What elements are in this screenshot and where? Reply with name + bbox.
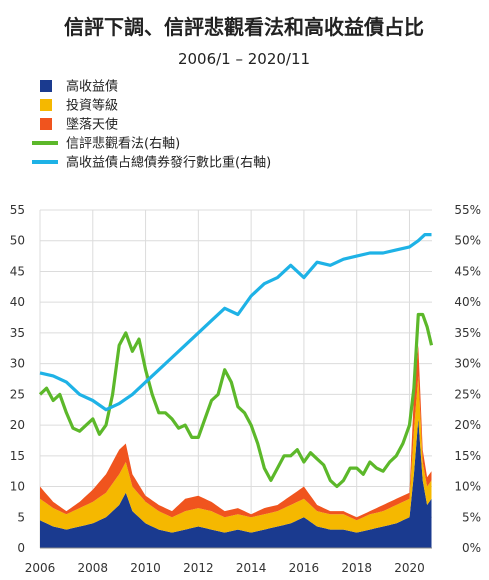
x-tick-label: 2018	[341, 561, 372, 575]
line-series-path	[39, 233, 432, 412]
y-right-tick-label: 30%	[454, 357, 481, 371]
legend-entry: 高收益債占總債券發行數比重(右軸)	[66, 155, 271, 171]
area-series	[40, 418, 432, 548]
y-right-tick-label: 50%	[454, 234, 481, 248]
x-tick-label: 2008	[78, 561, 109, 575]
grid	[39, 209, 432, 549]
y-right-tick-label: 0%	[462, 541, 481, 555]
y-left-tick-label: 5	[17, 510, 25, 524]
y-left-tick-label: 15	[10, 449, 25, 463]
y-right-tick-label: 20%	[454, 418, 481, 432]
x-tick-label: 2020	[394, 561, 425, 575]
y-left-tick-label: 55	[10, 203, 25, 217]
axes: 0 5 10 15 20 25 30 35 40 45 50 55 0% 5% 10% 15% 20% 25% 30…	[10, 203, 481, 575]
legend-entry: 信評悲觀看法(右軸)	[66, 136, 180, 152]
x-tick-label: 2010	[130, 561, 161, 575]
y-right-tick-label: 5%	[462, 510, 481, 524]
legend-swatch	[40, 99, 52, 111]
y-right-tick-label: 25%	[454, 387, 481, 401]
area-series	[40, 345, 432, 521]
y-left-tick-label: 25	[10, 387, 25, 401]
y-right-tick-label: 55%	[454, 203, 481, 217]
y-right-tick-label: 45%	[454, 264, 481, 278]
y-right-tick-label: 40%	[454, 295, 481, 309]
line-series-path	[38, 312, 434, 489]
chart-title: 信評下調、信評悲觀看法和高收益債占比	[64, 15, 424, 39]
legend-swatch	[40, 118, 52, 130]
x-tick-label: 2014	[236, 561, 267, 575]
y-left-tick-label: 45	[10, 264, 25, 278]
stacked-areas	[40, 345, 432, 548]
area-series	[40, 375, 432, 533]
legend-entry: 高收益債	[66, 79, 118, 95]
legend-entry: 墜落天使	[66, 117, 118, 133]
y-right-tick-label: 35%	[454, 326, 481, 340]
y-left-tick-label: 20	[10, 418, 25, 432]
y-left-tick-label: 30	[10, 357, 25, 371]
legend-entry: 投資等級	[66, 98, 118, 114]
legend-swatch	[40, 80, 52, 92]
y-left-tick-label: 40	[10, 295, 25, 309]
x-tick-label: 2012	[183, 561, 214, 575]
chart-subtitle: 2006/1 – 2020/11	[178, 50, 310, 68]
y-left-tick-label: 10	[10, 480, 25, 494]
y-right-tick-label: 10%	[454, 480, 481, 494]
y-left-tick-label: 35	[10, 326, 25, 340]
line-series	[38, 233, 434, 489]
x-tick-label: 2006	[25, 561, 56, 575]
y-left-tick-label: 0	[17, 541, 25, 555]
y-right-tick-label: 15%	[454, 449, 481, 463]
y-left-tick-label: 50	[10, 234, 25, 248]
x-tick-label: 2016	[289, 561, 320, 575]
